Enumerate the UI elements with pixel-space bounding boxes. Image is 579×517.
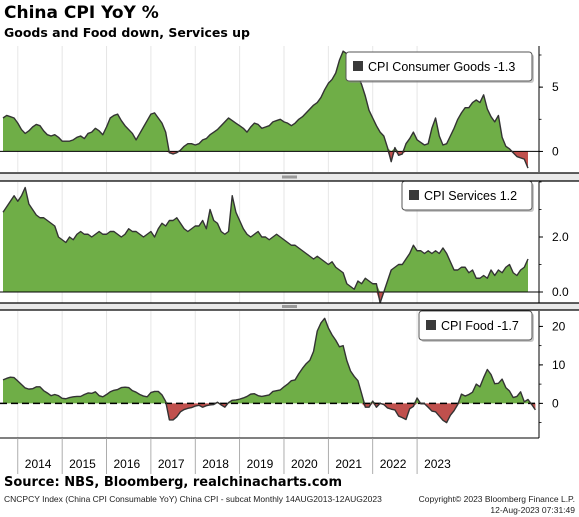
footer-index-info: CNCPCY Index (China CPI Consumable YoY) …: [4, 494, 382, 504]
series-line: [2, 317, 536, 424]
x-tick-label: 2017: [158, 457, 185, 471]
footer-timestamp: 12-Aug-2023 07:31:49: [490, 505, 575, 515]
legend-swatch: [426, 320, 436, 330]
series-line: [2, 186, 529, 303]
panel-resize-grip: [282, 175, 297, 179]
positive-area: [3, 51, 528, 152]
series-line: [2, 50, 529, 169]
negative-area: [3, 292, 528, 303]
x-tick-label: 2016: [114, 457, 141, 471]
panel-resize-grip: [282, 305, 297, 308]
y-tick-label: 0: [552, 396, 559, 410]
x-tick-label: 2018: [202, 457, 229, 471]
x-tick-label: 2019: [247, 457, 274, 471]
page-title: China CPI YoY %: [4, 3, 159, 23]
legend-box: [345, 51, 533, 82]
x-tick-label: 2014: [25, 457, 52, 471]
legend-label: CPI Food -1.7: [441, 319, 519, 333]
negative-area: [3, 403, 536, 423]
y-tick-label: 5: [552, 80, 559, 94]
footer-copyright: Copyright© 2023 Bloomberg Finance L.P.: [418, 494, 575, 504]
legend-swatch: [353, 61, 363, 71]
legend-box: [418, 310, 533, 341]
x-tick-label: 2021: [335, 457, 362, 471]
negative-area: [3, 151, 528, 169]
y-tick-label: 0: [552, 144, 559, 158]
x-tick-label: 2023: [424, 457, 451, 471]
legend-label: CPI Services 1.2: [424, 189, 517, 203]
x-tick-label: 2015: [69, 457, 96, 471]
source-note: Source: NBS, Bloomberg, realchinacharts.…: [4, 475, 343, 490]
y-tick-label: 20: [552, 319, 566, 333]
x-tick-label: 2020: [291, 457, 318, 471]
legend-label: CPI Consumer Goods -1.3: [368, 60, 515, 74]
y-tick-label: 2.0: [552, 230, 569, 244]
x-tick-label: 2022: [380, 457, 407, 471]
panel-2: [0, 182, 539, 303]
y-tick-label: 10: [552, 358, 566, 372]
positive-area: [3, 318, 536, 404]
y-tick-label: 0.0: [552, 285, 569, 299]
legend-swatch: [409, 190, 419, 200]
page-subtitle: Goods and Food down, Services up: [4, 25, 251, 40]
panel-3: [0, 311, 539, 438]
